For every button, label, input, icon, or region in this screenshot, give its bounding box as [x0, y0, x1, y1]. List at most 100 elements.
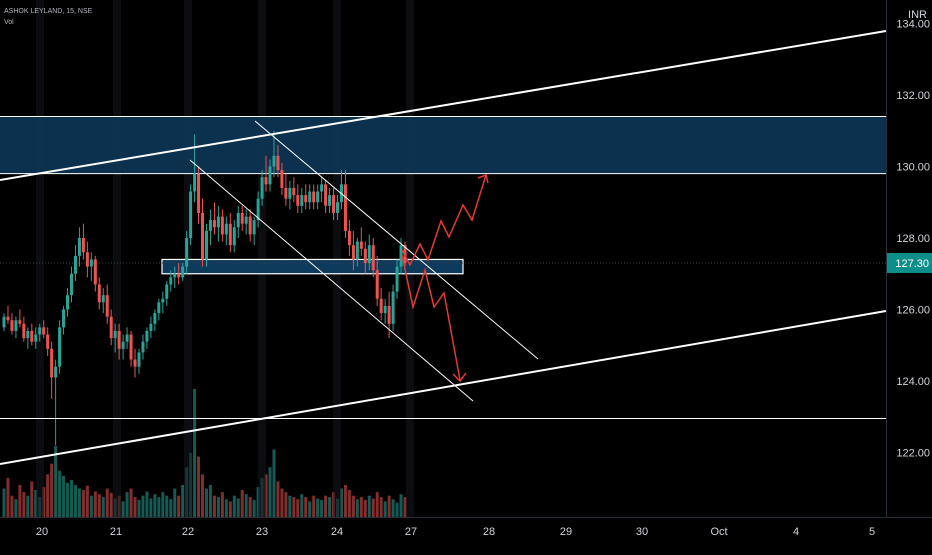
candle-body [351, 245, 355, 260]
candle [145, 327, 149, 349]
volume-bar [320, 499, 324, 517]
volume-bar [46, 474, 50, 517]
candle [316, 184, 320, 210]
candle-body [244, 216, 248, 224]
candle [6, 305, 10, 324]
candle-body [324, 184, 328, 206]
volume-bar [308, 501, 312, 517]
volume-bar [371, 498, 375, 517]
candle [169, 270, 173, 292]
candle-body [208, 220, 212, 231]
candle [117, 323, 121, 360]
volume-bar [375, 492, 379, 517]
time-tick-label: 28 [483, 526, 495, 538]
volume-bar [22, 492, 26, 517]
candle-body [38, 327, 42, 335]
candle [141, 334, 145, 360]
volume-bar [383, 501, 387, 517]
volume-bar [85, 485, 89, 517]
candle-body [312, 191, 316, 203]
volume-bar [129, 488, 133, 517]
volume-bar [201, 474, 205, 517]
time-tick-label: 5 [869, 526, 875, 538]
currency-label[interactable]: INR [907, 8, 929, 23]
volume-bar [304, 497, 308, 517]
candle [268, 159, 272, 192]
volume-bar [292, 497, 296, 517]
volume-bar [395, 502, 399, 517]
volume-bar [359, 497, 363, 517]
candle [113, 323, 117, 353]
candle-body [232, 227, 236, 246]
price-tick-label: 126.00 [896, 305, 930, 317]
candle-body [216, 216, 220, 228]
candle-body [268, 166, 272, 185]
candle [304, 184, 308, 210]
volume-bar [2, 488, 6, 517]
candle [189, 184, 193, 246]
volume-bar [272, 449, 276, 517]
candle-body [197, 173, 201, 213]
candle-body [304, 195, 308, 203]
candle [149, 316, 153, 339]
symbol-label[interactable]: ASHOK LEYLAND, 15, NSE [4, 8, 93, 15]
chart-legend: ASHOK LEYLAND, 15, NSE Vol [4, 6, 92, 28]
price-tick-label: 122.00 [896, 448, 930, 460]
candle-body [379, 298, 383, 314]
bearish-arrowhead [452, 372, 467, 383]
candle [343, 170, 347, 238]
candle-body [280, 170, 284, 188]
candle-body [133, 359, 137, 367]
candle-body [73, 255, 77, 274]
price-tick-label: 128.00 [896, 233, 930, 245]
volume-bar [236, 498, 240, 517]
candle-body [101, 295, 105, 303]
volume-bar [121, 501, 125, 517]
time-axis[interactable]: 20 21 22 23 24 27 28 29 30 Oct 4 5 [0, 517, 932, 550]
volume-bar [149, 498, 153, 517]
volume-bar [204, 488, 208, 517]
volume-bar [30, 481, 34, 517]
candle-body [145, 330, 149, 342]
price-tag-label: 127.30 [895, 258, 929, 270]
candle-body [81, 238, 85, 253]
candle [193, 134, 197, 203]
volume-bar [177, 495, 181, 517]
candle [280, 162, 284, 196]
volume-bar [62, 475, 66, 517]
candle [93, 255, 97, 292]
candle-body [240, 212, 244, 224]
channel-line-lower [189, 159, 474, 402]
candle [181, 263, 185, 281]
volume-bar [137, 499, 141, 517]
volume-label[interactable]: Vol [4, 19, 14, 26]
candle-body [224, 223, 228, 235]
candle [34, 327, 38, 349]
volume-bar [145, 491, 149, 517]
volume-bar [173, 488, 177, 517]
candle-body [359, 241, 363, 249]
price-tick-label: 134.00 [896, 19, 930, 31]
price-axis[interactable]: 122.00 124.00 126.00 128.00 130.00 132.00 134.… [886, 0, 932, 550]
candle-body [367, 245, 371, 264]
candle [264, 155, 268, 192]
price-tick-label: 130.00 [896, 162, 930, 174]
volume-bar [89, 495, 93, 517]
candle-body [383, 305, 387, 314]
candle-body [109, 316, 113, 339]
time-tick-label: 23 [256, 526, 268, 538]
candle [133, 348, 137, 378]
volume-bar [339, 488, 343, 517]
volume-bar [165, 495, 169, 517]
candle-body [50, 348, 54, 378]
candle-body [328, 195, 332, 206]
candle [228, 212, 232, 253]
volume-bar [280, 488, 284, 517]
volume-bar [343, 485, 347, 517]
time-tick-label: 22 [182, 526, 194, 538]
candle [69, 266, 73, 303]
candle [224, 216, 228, 246]
session-separator [36, 0, 44, 517]
